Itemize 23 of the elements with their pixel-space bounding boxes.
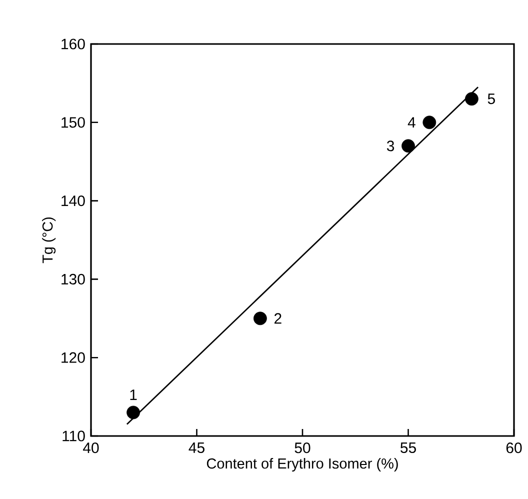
annotation: 2 — [274, 313, 282, 324]
point — [402, 139, 415, 153]
x-tick-label: 60 — [506, 442, 522, 454]
annotation: 1 — [130, 390, 137, 400]
x-axis-title: Content of Erythro Isomer (%) — [206, 458, 398, 472]
point — [126, 406, 140, 420]
point — [422, 116, 436, 130]
point — [465, 92, 478, 106]
y-tick-label: 150 — [62, 117, 85, 128]
annotation: 5 — [488, 94, 495, 104]
y-tick-label: 130 — [62, 274, 85, 285]
y-tick-label: 110 — [62, 430, 85, 442]
y-axis-title: Tg (°C) — [42, 217, 56, 264]
y-tick-label: 140 — [62, 195, 85, 206]
annotation: 4 — [408, 117, 416, 128]
x-tick-label: 45 — [188, 442, 204, 453]
annotation: 3 — [386, 140, 394, 152]
point — [254, 312, 267, 326]
y-tick-label: 120 — [62, 352, 85, 363]
x-tick-label: 40 — [83, 442, 99, 454]
y-tick-label: 160 — [62, 38, 85, 50]
x-tick-label: 55 — [400, 442, 416, 453]
x-tick-label: 50 — [294, 442, 310, 454]
